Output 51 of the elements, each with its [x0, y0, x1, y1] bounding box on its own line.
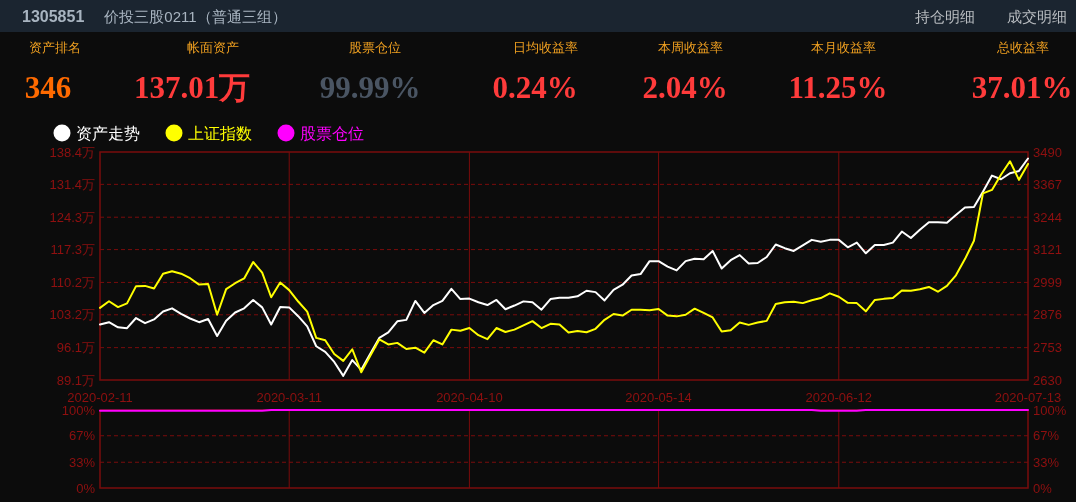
text: 137.01万	[133, 70, 251, 105]
x-tick-label: 2020-02-11	[67, 390, 133, 405]
y-tick-label: 131.4万	[49, 176, 95, 192]
text: 价投三股0211（普通三组）	[103, 8, 287, 25]
y-tick-label: 67%	[68, 428, 96, 444]
text: 0.24%	[492, 70, 578, 105]
y-tick-label: 89.1万	[56, 372, 95, 388]
y2-tick-label: 3490	[1033, 144, 1062, 160]
y-tick-label: 110.2万	[50, 274, 95, 290]
text: 帐面资产	[187, 40, 239, 55]
x-tick-label: 2020-04-10	[436, 390, 503, 405]
legend-label: 资产走势	[76, 125, 140, 142]
y2-tick-label: 3367	[1033, 177, 1062, 193]
y-tick-label: 33%	[68, 454, 96, 470]
y-tick-label: 0%	[76, 480, 96, 496]
y2-tick-label: 100%	[1033, 402, 1067, 418]
text: 本周收益率	[657, 40, 723, 55]
x-tick-label: 2020-03-11	[256, 390, 322, 405]
y-tick-label: 124.3万	[49, 209, 95, 225]
y2-tick-label: 3244	[1033, 209, 1062, 225]
y2-tick-label: 3121	[1033, 242, 1062, 258]
y2-tick-label: 2876	[1033, 307, 1062, 323]
legend-label: 股票仓位	[300, 125, 364, 142]
y-tick-label: 100%	[61, 402, 96, 418]
text: 2.04%	[642, 70, 728, 105]
text: 总收益率	[996, 40, 1049, 55]
text: 本月收益率	[810, 40, 876, 55]
y2-tick-label: 2753	[1033, 339, 1062, 355]
text: 1305851	[22, 8, 85, 25]
text: 成交明细	[1007, 8, 1067, 25]
y-tick-label: 96.1万	[56, 340, 95, 356]
text: 持仓明细	[915, 8, 975, 25]
y2-tick-label: 2630	[1033, 372, 1062, 388]
y2-tick-label: 2999	[1033, 274, 1062, 290]
text: 37.01%	[971, 70, 1073, 105]
text: 99.99%	[319, 70, 421, 105]
x-tick-label: 2020-06-12	[805, 390, 873, 405]
y2-tick-label: 0%	[1033, 480, 1053, 496]
y2-tick-label: 67%	[1033, 428, 1060, 444]
x-tick-label: 2020-05-14	[625, 390, 692, 405]
text: 日均收益率	[512, 40, 578, 55]
y-tick-label: 103.2万	[49, 307, 95, 323]
text: 股票仓位	[349, 40, 401, 55]
text: 11.25%	[788, 70, 888, 105]
y2-tick-label: 33%	[1033, 454, 1060, 470]
text: 资产排名	[29, 40, 81, 55]
y-tick-label: 138.4万	[49, 144, 95, 160]
legend-label: 上证指数	[188, 125, 252, 142]
text: 346	[24, 70, 72, 105]
y-tick-label: 117.3万	[50, 242, 95, 258]
x-tick-label: 2020-07-13	[994, 390, 1062, 405]
